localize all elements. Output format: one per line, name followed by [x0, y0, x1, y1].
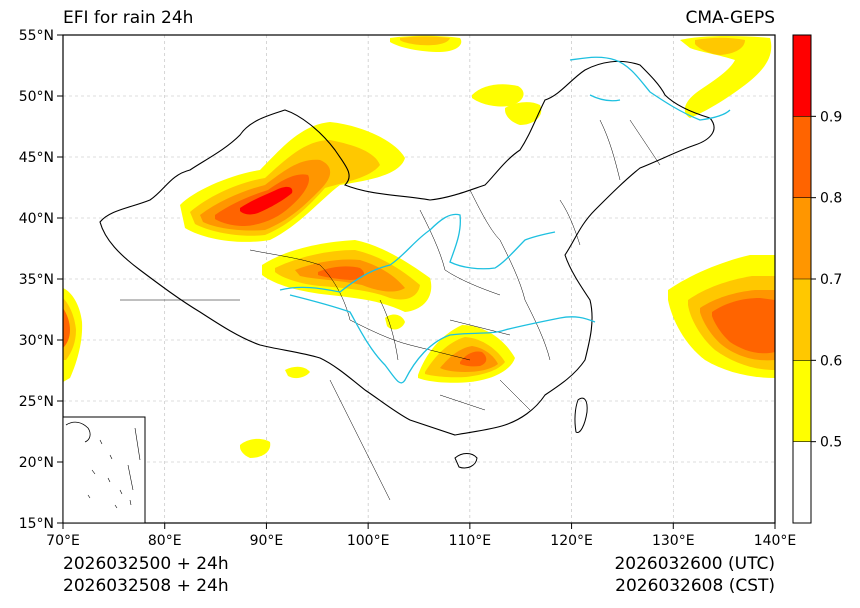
efi-area-east-darkorange	[712, 298, 775, 354]
lon-tick-label: 120°E	[550, 533, 593, 549]
lat-tick-label: 35°N	[19, 272, 54, 288]
china-border	[99, 60, 715, 436]
lon-tick-label: 110°E	[449, 533, 492, 549]
lat-tick-label: 25°N	[19, 394, 54, 410]
efi-area-west-darkorange	[63, 308, 70, 348]
lon-tick-label: 90°E	[250, 533, 284, 549]
rivers	[279, 56, 731, 384]
efi-area-northeast-yellow	[680, 35, 772, 119]
south-china-sea-inset	[62, 416, 146, 524]
songhua-river	[589, 94, 621, 102]
efi-area-northeast-gold	[695, 37, 745, 55]
colorbar-tick-label: 0.7	[820, 272, 842, 288]
longitude-axis: 70°E 80°E 90°E 100°E 110°E 120°E 130°E 140°E	[46, 523, 796, 549]
colorbar-tick-label: 0.8	[820, 191, 842, 207]
efi-area-north-yellow-3	[505, 102, 542, 125]
yellow-river	[279, 213, 556, 293]
colorbar-tick-label: 0.5	[820, 435, 842, 451]
inset-coast-right	[127, 427, 141, 491]
lat-tick-label: 45°N	[19, 150, 54, 166]
colorbar-segment	[793, 279, 811, 361]
efi-area-north-gold-1	[400, 36, 450, 46]
lon-tick-label: 130°E	[652, 533, 695, 549]
efi-area-north-yellow-2	[472, 84, 524, 107]
colorbar: 0.5 0.6 0.7 0.8 0.9	[792, 34, 842, 524]
inset-islands	[87, 439, 132, 509]
valid-time-utc: 2026032600 (UTC)	[614, 554, 775, 574]
init-time-utc: 2026032500 + 24h	[63, 554, 229, 574]
valid-time-cst: 2026032608 (CST)	[615, 576, 775, 596]
colorbar-tick-label: 0.9	[820, 109, 842, 125]
province-borders	[119, 119, 661, 501]
model-name: CMA-GEPS	[685, 8, 775, 28]
lon-tick-label: 140°E	[754, 533, 797, 549]
colorbar-tick-label: 0.6	[820, 353, 842, 369]
efi-area-qinghai-darkorange	[318, 266, 365, 280]
colorbar-segment	[793, 35, 811, 117]
latitude-axis: 15°N 20°N 25°N 30°N 35°N 40°N 45°N 50°N 55°N	[19, 28, 63, 532]
efi-area-central-darkorange	[460, 351, 487, 367]
colorbar-segment	[793, 360, 811, 442]
colorbar-segment	[793, 197, 811, 279]
inset-coastline	[65, 421, 91, 443]
lon-tick-label: 80°E	[148, 533, 182, 549]
lat-tick-label: 30°N	[19, 333, 54, 349]
map-title: EFI for rain 24h	[63, 8, 194, 28]
yangtze-river	[289, 294, 596, 384]
efi-area-northwest-red	[240, 186, 293, 215]
amur-river	[569, 56, 731, 121]
efi-area-southwest-yellow	[240, 438, 271, 458]
lon-tick-label: 70°E	[46, 533, 80, 549]
lat-tick-label: 15°N	[19, 516, 54, 532]
lat-tick-label: 55°N	[19, 28, 54, 44]
colorbar-segment	[793, 116, 811, 198]
lat-tick-label: 40°N	[19, 211, 54, 227]
efi-area-yunnan-yellow	[385, 314, 405, 330]
lat-tick-label: 20°N	[19, 455, 54, 471]
hainan-island	[454, 453, 478, 469]
lon-tick-label: 100°E	[347, 533, 390, 549]
colorbar-segment	[793, 441, 811, 523]
lat-tick-label: 50°N	[19, 89, 54, 105]
efi-area-tibet-yellow	[285, 366, 310, 379]
efi-shading	[63, 35, 775, 458]
taiwan-island	[574, 397, 588, 434]
init-time-cst: 2026032508 + 24h	[63, 576, 229, 596]
